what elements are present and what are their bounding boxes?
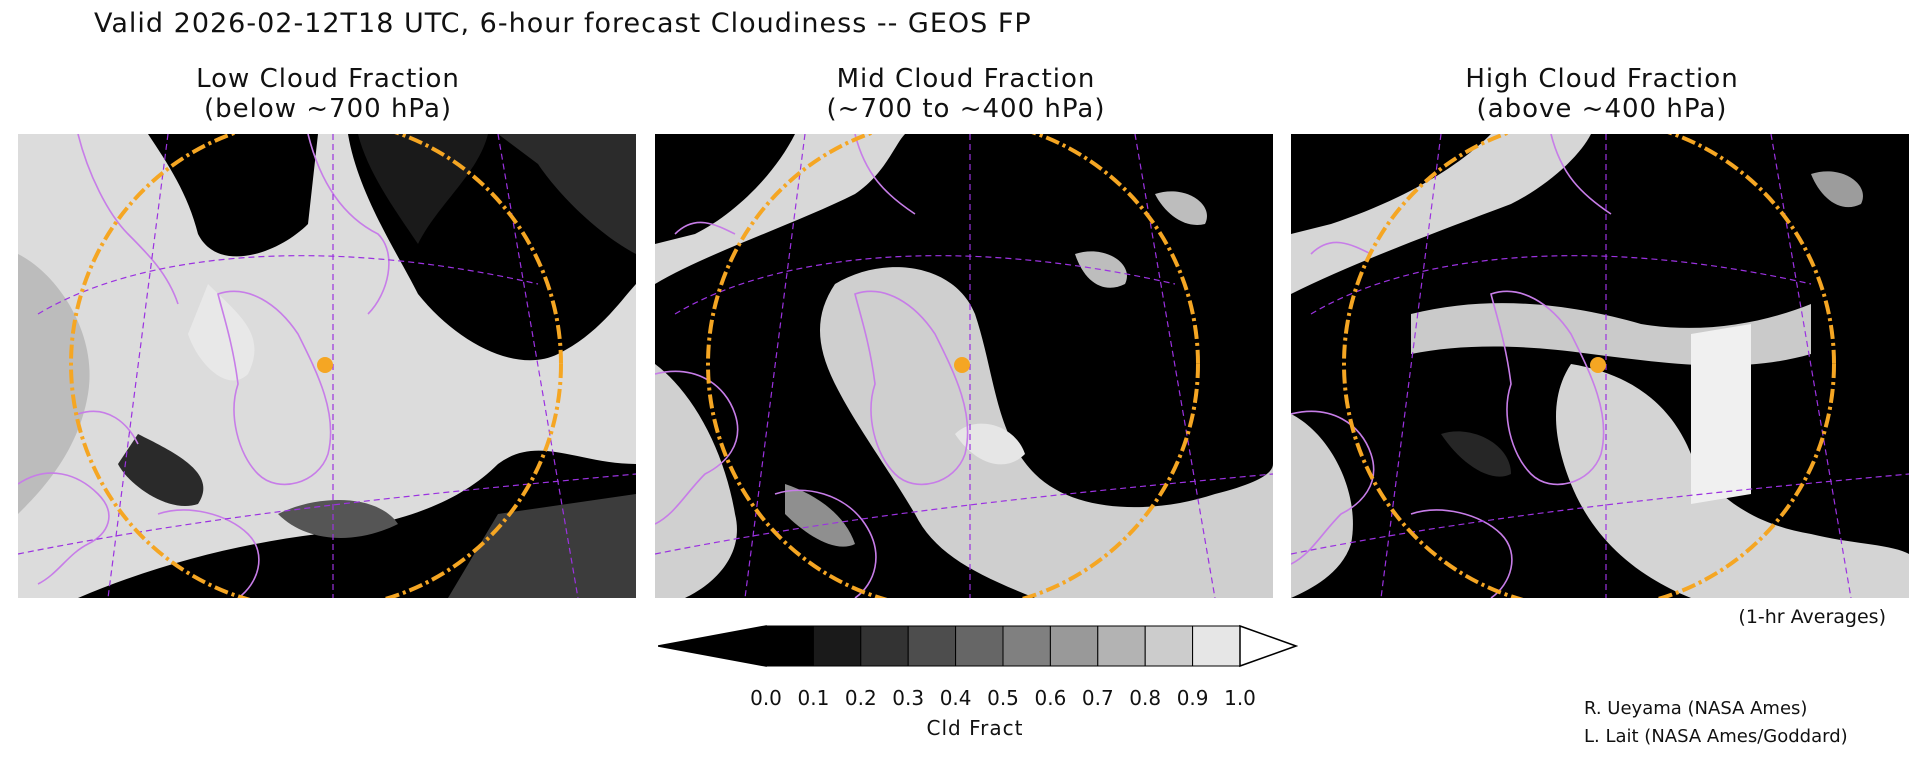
colorbar-tick-label: 0.6 [1034, 686, 1067, 710]
averaging-note: (1-hr Averages) [1738, 606, 1886, 628]
credit-line-2: L. Lait (NASA Ames/Goddard) [1584, 726, 1848, 747]
colorbar-bin [1192, 625, 1241, 667]
colorbar-bins [765, 625, 1241, 667]
colorbar-tick-label: 0.9 [1176, 686, 1209, 710]
panel-title-high-line1: High Cloud Fraction [1465, 64, 1739, 94]
figure-title: Valid 2026-02-12T18 UTC, 6-hour forecast… [94, 8, 1032, 39]
panel-title-low: Low Cloud Fraction (below ~700 hPa) [18, 64, 638, 124]
colorbar-bin [1002, 625, 1051, 667]
mid-cloud-field [655, 134, 1273, 598]
mid-cloud-map [655, 134, 1273, 598]
colorbar-under-triangle [658, 625, 767, 667]
colorbar-bin [1097, 625, 1146, 667]
mid-cloud-map-panel [655, 134, 1273, 598]
colorbar-tick-label: 0.0 [750, 686, 782, 710]
panel-title-mid-line1: Mid Cloud Fraction [836, 64, 1096, 94]
low-cloud-coastlines [18, 134, 390, 598]
colorbar-over-triangle [1239, 624, 1298, 668]
colorbar-bin [860, 625, 909, 667]
low-cloud-map-panel [18, 134, 636, 598]
low-site-marker [317, 357, 333, 373]
mid-site-marker [954, 357, 970, 373]
mid-cloud-coastlines [655, 134, 969, 598]
colorbar-title: Cld Fract [926, 716, 1024, 740]
high-range-ring [1342, 134, 1836, 598]
colorbar-bin [1144, 625, 1194, 667]
colorbar-tick-label: 0.2 [844, 686, 877, 710]
colorbar-bin [907, 625, 957, 667]
colorbar-tick-label: 0.4 [939, 686, 972, 710]
colorbar-tick-label: 0.8 [1129, 686, 1162, 710]
colorbar-bin [955, 625, 1004, 667]
high-cloud-coastlines [1291, 134, 1612, 598]
colorbar-bin [812, 625, 862, 667]
colorbar-tick-label: 1.0 [1224, 686, 1256, 710]
low-range-ring [69, 134, 563, 598]
high-cloud-map [1291, 134, 1909, 598]
colorbar-tick-label: 0.5 [987, 686, 1019, 710]
panel-title-low-line1: Low Cloud Fraction [196, 64, 460, 94]
high-site-marker [1590, 357, 1606, 373]
colorbar [658, 624, 1298, 668]
colorbar-bin [1049, 625, 1099, 667]
high-cloud-map-panel [1291, 134, 1909, 598]
credit-line-1: R. Ueyama (NASA Ames) [1584, 698, 1808, 719]
high-cloud-field [1291, 134, 1909, 598]
colorbar-tick-label: 0.3 [892, 686, 925, 710]
panel-title-high-line2: (above ~400 hPa) [1476, 94, 1728, 124]
colorbar-bin [765, 625, 814, 667]
mid-range-ring [706, 134, 1200, 598]
panel-title-mid: Mid Cloud Fraction (~700 to ~400 hPa) [656, 64, 1276, 124]
panel-title-mid-line2: (~700 to ~400 hPa) [826, 94, 1106, 124]
panel-title-low-line2: (below ~700 hPa) [203, 94, 453, 124]
panel-title-high: High Cloud Fraction (above ~400 hPa) [1292, 64, 1912, 124]
low-cloud-map [18, 134, 636, 598]
colorbar-tick-label: 0.7 [1081, 686, 1114, 710]
colorbar-tick-label: 0.1 [797, 686, 830, 710]
